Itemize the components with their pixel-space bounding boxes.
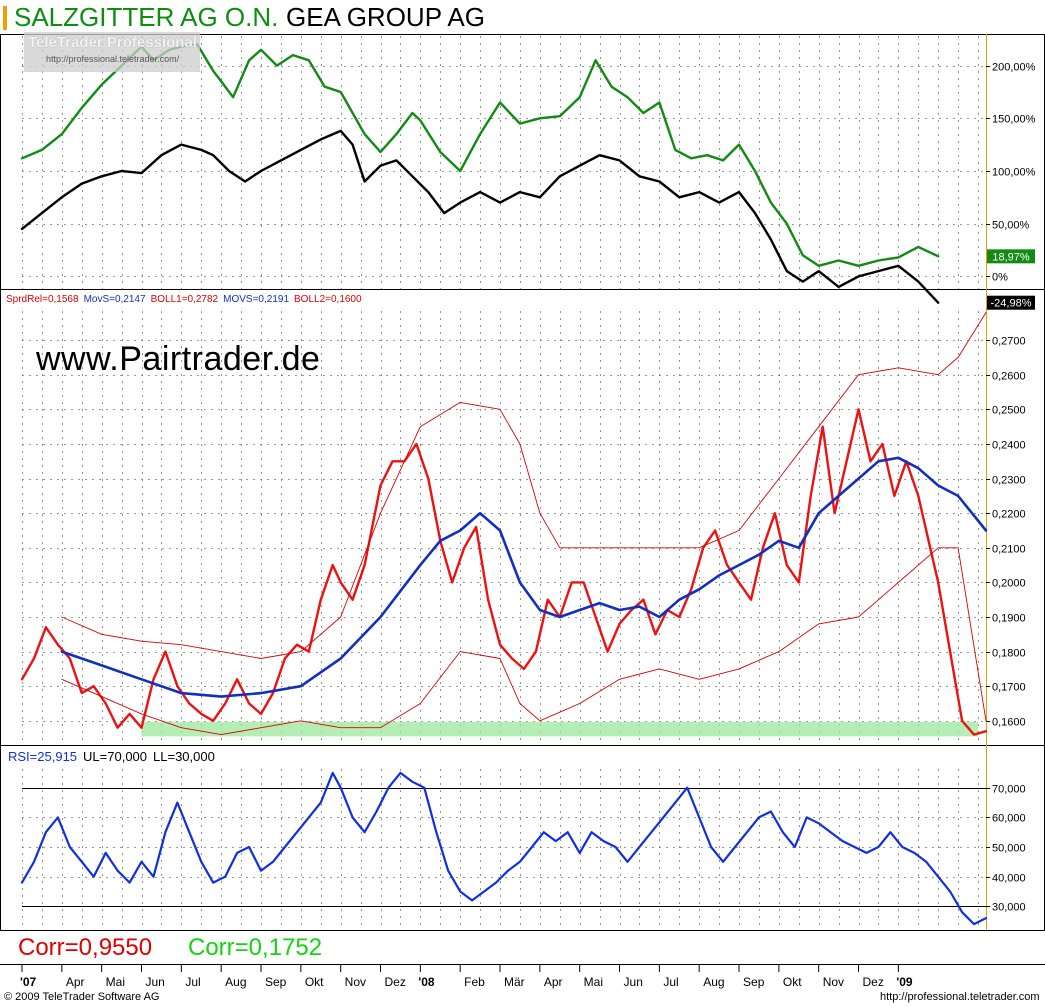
watermark-url: http://professional.teletrader.com/ [46,54,180,64]
spread-legend-item: MOVS=0,2191 [223,294,289,305]
x-tick-label: Feb [464,975,485,989]
time-axis: '07 Apr Mai Jun Jul Aug Sep Okt Nov Dez '08 Feb Mär A… [20,965,913,989]
correlation-1: Corr=0,9550 [18,934,153,961]
rsi-legend-item: UL=70,000 [83,749,147,764]
y-tick-label: 60,000 [992,813,1026,825]
y-tick-label: 0,1600 [992,717,1026,729]
series-line-boll2 [61,547,987,736]
rsi-legend-item: LL=30,000 [153,749,215,764]
title-stock-1: SALZGITTER AG O.N. [14,2,279,32]
y-tick-label: 150,00% [992,114,1036,126]
y-tick-label: 0,2700 [992,336,1026,348]
watermark-brand: TeleTrader Professional [28,34,197,51]
spread-legend: SprdRel=0,1568 MovS=0,2147 BOLL1=0,2782 MOV… [6,294,362,305]
last-value-tag [987,249,1035,264]
last-value-label: -24,98% [991,298,1032,310]
pairtrader-site-label: www.Pairtrader.de [36,340,321,378]
x-tick-label: Nov [823,975,844,989]
y-tick-label: 100,00% [992,167,1036,179]
y-tick-label: 0,1700 [992,682,1026,694]
y-tick-label: 0,1800 [992,648,1026,660]
rsi-legend: RSI=25,915 UL=70,000 LL=30,000 [8,749,215,764]
x-tick-label: Apr [544,975,563,989]
chart-frame [0,34,1045,931]
y-tick-label: 40,000 [992,873,1026,885]
y-tick-label: 50,000 [992,843,1026,855]
teletrader-watermark [24,32,200,72]
x-tick-label: Sep [743,975,765,989]
x-tick-label: Aug [703,975,724,989]
y-tick-label: 0% [992,272,1008,284]
x-tick-label: Okt [783,975,802,989]
panel-spread_ratio: 0,1600 0,1700 0,1800 0,1900 0,2000 0,2100 0,22… [20,311,1026,745]
x-tick-label: '07 [20,975,37,989]
spread-legend-item: MovS=0,2147 [84,294,146,305]
x-tick-label: Sep [265,975,287,989]
copyright-text: © 2009 TeleTrader Software AG [4,991,160,1003]
y-tick-label: 0,2200 [992,509,1026,521]
spread-legend-item: BOLL1=0,2782 [151,294,219,305]
series-line-sprdrel [20,408,988,736]
x-tick-label: Mai [106,975,125,989]
y-tick-label: 0,2300 [992,475,1026,487]
x-tick-label: Dez [863,975,884,989]
x-tick-label: '09 [896,975,913,989]
series-line-movs [60,456,988,698]
x-tick-label: Mär [504,975,525,989]
y-tick-label: 30,000 [992,902,1026,914]
series-line-gea-group-ag [20,129,940,304]
panel-rsi: 30,000 40,000 50,000 60,000 70,000 [20,769,1026,930]
y-tick-label: 50,00% [992,220,1030,232]
x-tick-label: Jul [663,975,678,989]
x-tick-label: Mai [584,975,603,989]
panel-price_performance: 0% 50,00% 100,00% 150,00% 200,00% 18,97% -24,9… [20,36,1036,310]
y-tick-label: 0,2000 [992,578,1026,590]
series-line-rsi [20,771,988,926]
title-accent-bar [3,6,7,30]
footer-url[interactable]: http://professional.teletrader.com [880,991,1040,1003]
x-tick-label: Jun [146,975,165,989]
title-bar: SALZGITTER AG O.N. GEA GROUP AG [0,0,1045,34]
series-line-boll1 [61,312,987,659]
y-tick-label: 0,2400 [992,440,1026,452]
x-tick-label: Dez [385,975,406,989]
x-tick-label: Apr [66,975,85,989]
x-tick-label: Nov [345,975,366,989]
spread-legend-item: SprdRel=0,1568 [6,294,79,305]
rsi-legend-item: RSI=25,915 [8,749,77,764]
spread-legend-item: BOLL2=0,1600 [294,294,362,305]
y-tick-label: 0,1900 [992,613,1026,625]
last-value-label: 18,97% [992,251,1030,263]
x-tick-label: Jun [624,975,643,989]
y-tick-label: 0,2600 [992,371,1026,383]
support-band [141,721,979,737]
x-tick-label: '08 [418,975,435,989]
correlation-2: Corr=0,1752 [188,934,323,961]
y-tick-label: 70,000 [992,784,1026,796]
last-value-tag [987,295,1035,310]
x-tick-label: Aug [225,975,246,989]
y-tick-label: 0,2500 [992,405,1026,417]
y-tick-label: 200,00% [992,62,1036,74]
x-tick-label: Jul [185,975,200,989]
y-tick-label: 0,2100 [992,544,1026,556]
x-tick-label: Okt [305,975,324,989]
title-stock-2: GEA GROUP AG [286,2,485,32]
